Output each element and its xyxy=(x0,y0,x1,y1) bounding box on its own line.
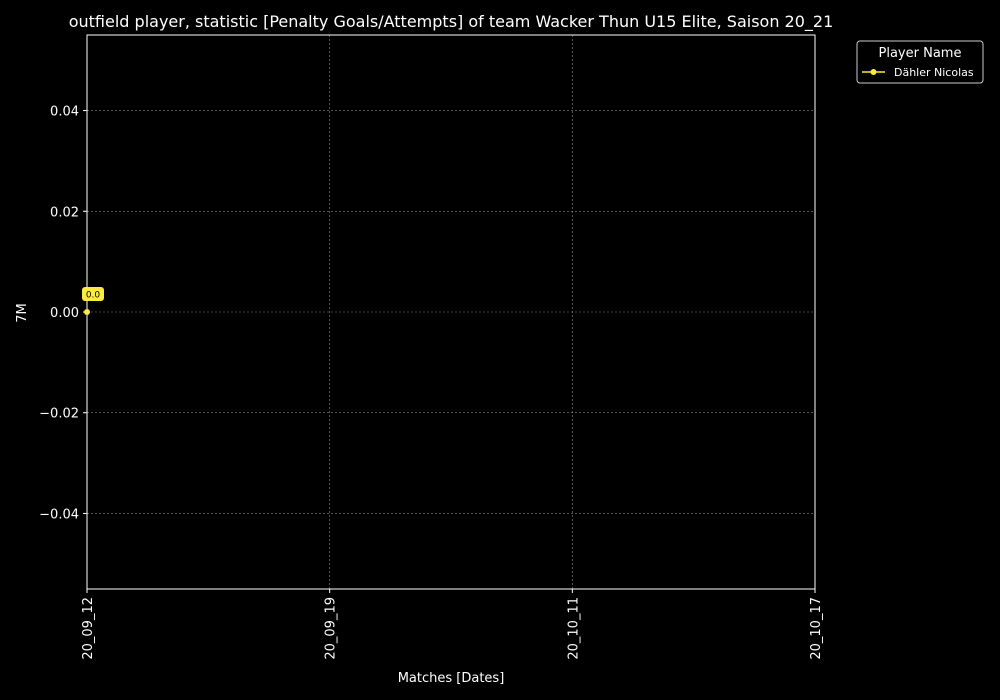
y-tick-label: 0.04 xyxy=(50,105,79,120)
legend-swatch-marker xyxy=(870,69,877,75)
legend-entries: Dähler Nicolas xyxy=(862,66,974,79)
legend-title: Player Name xyxy=(879,46,962,61)
y-tick-label: 0.00 xyxy=(50,306,79,321)
legend-box xyxy=(856,40,984,84)
x-tick-label: 20_09_19 xyxy=(324,597,339,660)
legend: Player Name Dähler Nicolas xyxy=(856,40,984,84)
y-tick-label: 0.02 xyxy=(50,205,79,220)
data-label-box xyxy=(82,287,104,301)
legend-entry-label: Dähler Nicolas xyxy=(894,66,974,79)
chart-title: outfield player, statistic [Penalty Goal… xyxy=(69,12,834,32)
x-axis: 20_09_12 20_09_19 20_10_11 20_10_17 xyxy=(81,589,824,660)
data-label: 0.0 xyxy=(86,291,101,301)
y-tick-label: −0.04 xyxy=(39,507,79,522)
y-tick-label: −0.02 xyxy=(39,407,79,422)
x-axis-label: Matches [Dates] xyxy=(398,671,505,686)
x-tick-label: 20_09_12 xyxy=(81,597,96,660)
series-layer: 0.0 xyxy=(82,287,104,315)
series: 0.0 xyxy=(82,287,104,315)
grid-lines xyxy=(86,35,816,589)
y-axis: −0.04 −0.02 0.00 0.02 0.04 xyxy=(39,105,87,522)
x-tick-label: 20_10_17 xyxy=(809,597,824,660)
y-axis-label: 7M xyxy=(15,303,30,323)
data-point xyxy=(84,309,90,315)
x-tick-label: 20_10_11 xyxy=(566,597,581,660)
